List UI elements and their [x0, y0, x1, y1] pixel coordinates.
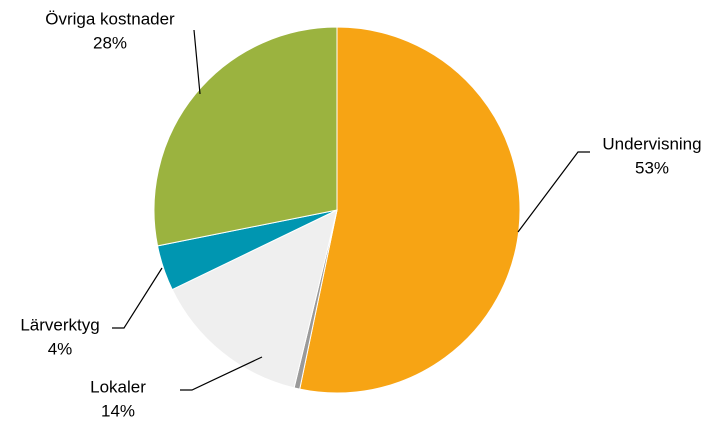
- slice-label: Undervisning: [602, 134, 701, 153]
- slice-value-label: 28%: [93, 33, 127, 52]
- slice-value-label: 14%: [101, 401, 135, 420]
- pie-slice: [153, 26, 338, 247]
- leader-line: [180, 356, 263, 391]
- leader-line: [193, 29, 201, 95]
- pie-slice: [299, 26, 521, 394]
- leader-line: [517, 151, 590, 233]
- slice-label: Lokaler: [90, 377, 146, 396]
- leader-line: [112, 267, 163, 329]
- slice-label: Övriga kostnader: [45, 9, 175, 28]
- pie-slice: [171, 209, 338, 389]
- slice-label: Lärverktyg: [20, 315, 99, 334]
- slice-value-label: 53%: [635, 158, 669, 177]
- slice-value-label: 4%: [48, 339, 73, 358]
